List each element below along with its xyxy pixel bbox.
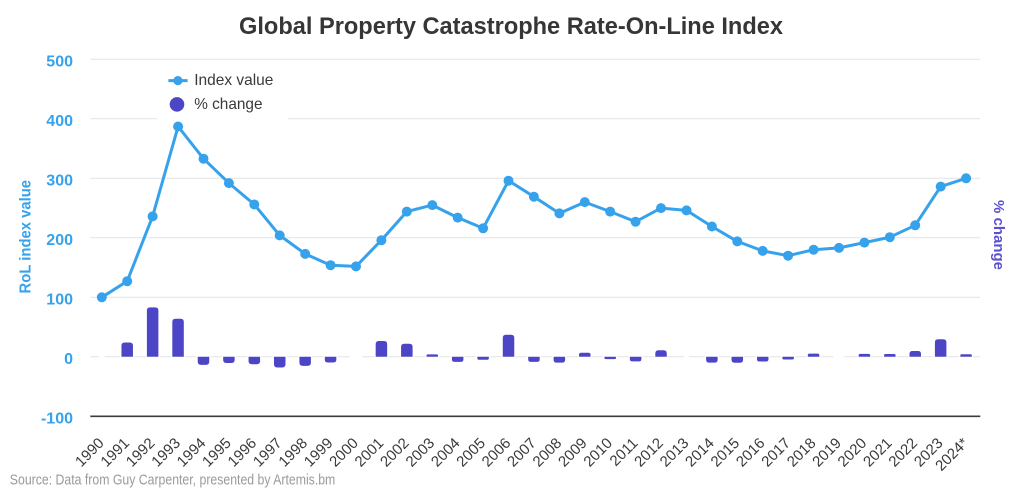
svg-text:100: 100 bbox=[46, 292, 73, 309]
svg-text:400: 400 bbox=[46, 113, 73, 130]
svg-text:Global Property Catastrophe Ra: Global Property Catastrophe Rate-On-Line… bbox=[239, 13, 784, 40]
svg-text:Index value: Index value bbox=[194, 72, 273, 89]
svg-text:-100: -100 bbox=[41, 411, 73, 428]
svg-text:RoL index value: RoL index value bbox=[17, 180, 34, 294]
svg-text:% change: % change bbox=[990, 200, 1007, 270]
svg-text:0: 0 bbox=[64, 351, 73, 368]
svg-text:300: 300 bbox=[46, 173, 73, 190]
svg-text:% change: % change bbox=[194, 96, 262, 113]
svg-text:200: 200 bbox=[46, 232, 73, 249]
svg-text:500: 500 bbox=[46, 54, 73, 71]
svg-text:Source: Data from Guy Carpente: Source: Data from Guy Carpenter, present… bbox=[10, 471, 336, 488]
